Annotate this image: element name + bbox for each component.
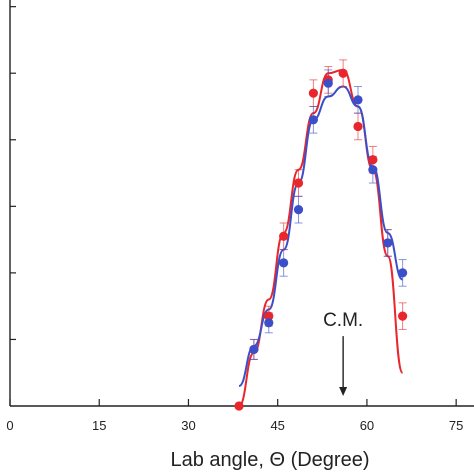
cm-label: C.M.	[323, 310, 363, 331]
data-point	[353, 121, 363, 132]
data-points	[234, 68, 408, 411]
data-point	[308, 88, 318, 98]
y-axis	[9, 0, 16, 406]
data-point	[279, 258, 289, 268]
data-point	[368, 165, 378, 175]
data-point	[279, 231, 289, 241]
cm-annotation: C.M.	[323, 310, 363, 397]
data-point	[234, 401, 244, 411]
x-axis: 0 15 30 45 60 75	[6, 399, 474, 433]
x-axis-label: Lab angle, Θ (Degree)	[170, 449, 369, 471]
x-tick-label: 60	[360, 418, 374, 433]
data-point	[338, 68, 348, 78]
fit-curve-1	[238, 85, 404, 388]
data-point	[368, 155, 378, 165]
data-point	[353, 95, 363, 105]
data-point	[383, 238, 393, 248]
x-tick-label: 30	[181, 418, 195, 433]
data-point	[249, 344, 259, 355]
data-point	[398, 268, 408, 278]
data-point	[264, 311, 274, 321]
cm-arrowhead	[339, 387, 348, 397]
x-tick-label: 75	[449, 418, 463, 433]
data-point	[398, 311, 408, 321]
data-point	[293, 205, 304, 215]
x-tick-label: 45	[270, 418, 284, 433]
data-point	[293, 178, 304, 188]
data-point	[323, 78, 333, 88]
data-point	[308, 115, 318, 125]
x-tick-label: 15	[92, 418, 106, 433]
data-point	[264, 318, 274, 328]
x-tick-label: 0	[6, 418, 13, 433]
fit-curve-0	[238, 68, 404, 407]
fit-curves	[238, 68, 404, 407]
